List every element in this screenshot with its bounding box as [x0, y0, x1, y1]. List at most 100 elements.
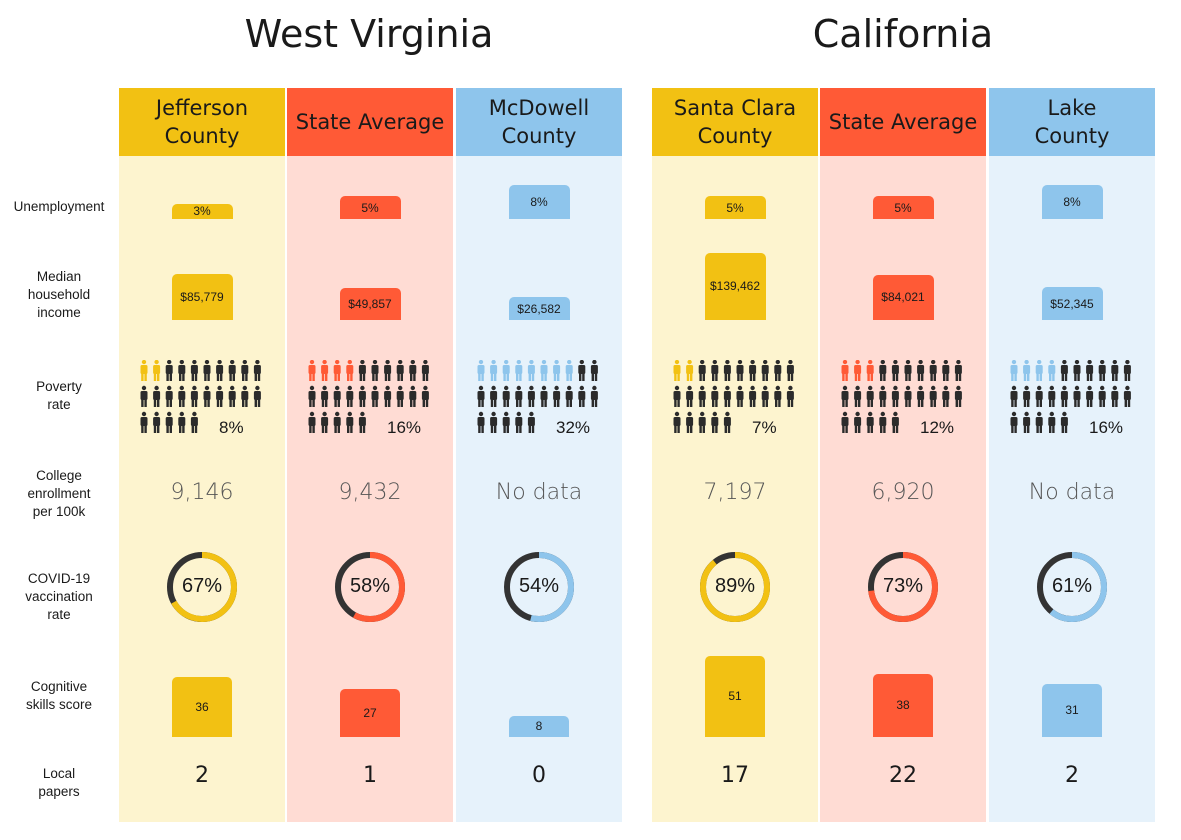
vaccination-donut [700, 552, 770, 622]
column-header: State Average [287, 88, 453, 156]
person-icon [216, 360, 224, 381]
unemployment-value: 3% [193, 204, 211, 219]
person-icon [308, 360, 316, 381]
person-icon [165, 411, 173, 433]
person-icon [711, 411, 719, 433]
college-enrollment-value: No data [1028, 480, 1116, 505]
vaccination-ring-value [504, 552, 574, 622]
person-icon [1060, 411, 1068, 433]
person-icon [228, 360, 236, 381]
person-icon [942, 385, 950, 407]
person-icon [686, 385, 694, 407]
person-icon [854, 385, 862, 407]
person-icon [346, 385, 354, 407]
unemployment-value: 5% [726, 200, 744, 215]
poverty-icon-grid [477, 360, 598, 433]
person-icon [1035, 385, 1043, 407]
person-icon [954, 385, 962, 407]
person-icon [1060, 360, 1068, 381]
person-icon [1098, 385, 1106, 407]
person-icon [565, 360, 573, 381]
unemployment-value: 5% [894, 200, 912, 215]
row-label-line: Poverty [36, 379, 82, 394]
income-value: $26,582 [517, 301, 561, 316]
person-icon [1048, 411, 1056, 433]
person-icon [929, 385, 937, 407]
person-icon [502, 411, 510, 433]
person-icon [1048, 360, 1056, 381]
column-header-line: State Average [295, 110, 445, 134]
person-icon [854, 411, 862, 433]
local-papers-value: 22 [889, 763, 917, 788]
column-header: McDowell County [456, 88, 622, 156]
vaccination-value: 61% [1051, 575, 1093, 597]
person-icon [1023, 385, 1031, 407]
cognitive-value: 31 [1065, 703, 1079, 718]
person-icon [553, 360, 561, 381]
poverty-value: 12% [920, 418, 955, 437]
local-papers-value: 2 [1065, 763, 1079, 788]
person-icon [1048, 385, 1056, 407]
vaccination-donut [335, 552, 405, 622]
person-icon [723, 360, 731, 381]
person-icon [736, 360, 744, 381]
person-icon [761, 385, 769, 407]
person-icon [477, 360, 485, 381]
unemployment-bar: 8% [508, 184, 570, 219]
person-icon [1023, 411, 1031, 433]
income-value: $52,345 [1050, 296, 1094, 311]
person-icon [1060, 385, 1068, 407]
income-bar: $26,582 [508, 297, 570, 320]
person-icon [1111, 360, 1119, 381]
person-icon [723, 385, 731, 407]
column-state-average: State Average 5% $84,021 12% 6,920 73% 38 22 [820, 88, 986, 822]
column-header-line: County [1034, 124, 1110, 148]
person-icon [333, 385, 341, 407]
poverty-icon-grid [673, 360, 794, 433]
row-label: Median household income [0, 268, 118, 322]
income-bar: $52,345 [1041, 287, 1103, 320]
row-label-line: papers [38, 784, 80, 799]
person-icon [711, 360, 719, 381]
row-label-line: rate [47, 607, 71, 622]
person-icon [190, 411, 198, 433]
person-icon [904, 385, 912, 407]
person-icon [321, 360, 329, 381]
column-header-text: Santa Clara County [674, 94, 796, 150]
college-enrollment-value: No data [495, 480, 583, 505]
poverty-value: 16% [1089, 418, 1124, 437]
person-icon [1010, 360, 1018, 381]
college-enrollment-value: 9,432 [338, 480, 402, 505]
vaccination-ring-value [335, 552, 405, 622]
person-icon [490, 360, 498, 381]
person-icon [228, 385, 236, 407]
income-value: $139,462 [709, 279, 761, 294]
income-bar: $49,857 [339, 288, 401, 320]
column-lake-county: Lake County 8% $52,345 16% No data 61% 31 2 [989, 88, 1155, 822]
poverty-value: 16% [387, 418, 422, 437]
person-icon [686, 411, 694, 433]
vaccination-donut [868, 552, 938, 622]
cognitive-bar: 8 [509, 715, 569, 737]
income-bar: $85,779 [171, 274, 233, 320]
person-icon [540, 360, 548, 381]
unemployment-bar: 5% [872, 196, 934, 219]
person-icon [321, 385, 329, 407]
person-icon [346, 411, 354, 433]
person-icon [673, 385, 681, 407]
column-header-line: County [697, 124, 773, 148]
person-icon [153, 385, 161, 407]
person-icon [178, 360, 186, 381]
person-icon [1123, 385, 1131, 407]
poverty-icon-grid [140, 360, 261, 433]
column-header-text: State Average [296, 108, 445, 136]
row-label-line: vaccination [25, 589, 93, 604]
column-santa-clara-county: Santa Clara County 5% $139,462 7% 7,197 89% 51 1… [652, 88, 818, 822]
unemployment-bar: 5% [339, 196, 401, 219]
cognitive-value: 51 [728, 689, 742, 704]
person-icon [203, 360, 211, 381]
person-icon [954, 360, 962, 381]
person-icon [358, 385, 366, 407]
person-icon [527, 385, 535, 407]
person-icon [866, 360, 874, 381]
